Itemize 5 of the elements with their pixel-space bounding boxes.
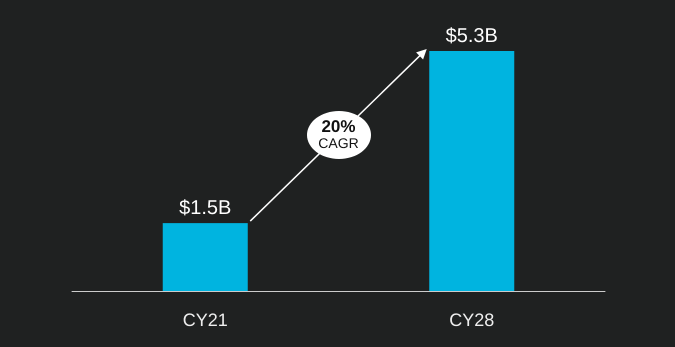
x-tick-label: CY21: [182, 310, 228, 330]
annotation: 20% CAGR: [318, 117, 359, 152]
data-label: $1.5B: [179, 197, 232, 220]
x-tick-label: CY28: [449, 310, 494, 330]
data-label: $5.3B: [446, 25, 498, 47]
